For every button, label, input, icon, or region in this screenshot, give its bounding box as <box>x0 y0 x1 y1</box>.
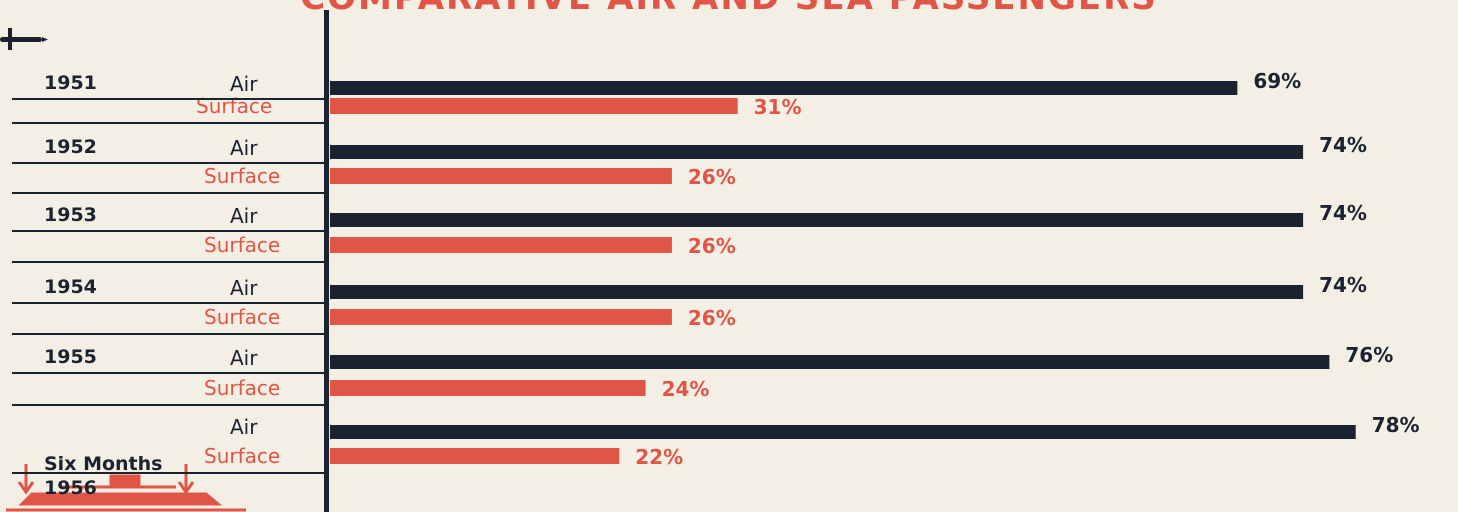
airplane-icon <box>0 28 48 50</box>
air-value-label: 78% <box>1371 413 1420 437</box>
air-bar <box>330 285 1304 299</box>
row-divider <box>12 192 328 194</box>
row-divider <box>12 472 328 474</box>
row-divider <box>12 372 328 374</box>
air-value-label: 76% <box>1345 343 1394 367</box>
chart-title: COMPARATIVE AIR AND SEA PASSENGERS <box>0 0 1458 18</box>
surface-bar <box>330 98 738 114</box>
air-value-label: 74% <box>1319 201 1367 225</box>
series-label-surface: Surface <box>204 233 281 257</box>
series-label-surface: Surface <box>204 444 281 468</box>
surface-value-label: 22% <box>635 445 684 469</box>
ship-icon <box>6 464 246 512</box>
series-label-air: Air <box>230 136 258 160</box>
series-label-air: Air <box>230 72 258 96</box>
category-label: 1954 <box>44 276 97 298</box>
series-label-air: Air <box>230 204 258 228</box>
air-bar <box>330 355 1330 369</box>
surface-bar <box>330 309 672 325</box>
category-label: 1952 <box>44 136 97 158</box>
row-divider <box>12 333 328 335</box>
series-label-surface: Surface <box>204 376 281 400</box>
row-divider <box>12 261 328 263</box>
series-label-surface: Surface <box>204 305 281 329</box>
category-label: 1955 <box>44 346 97 368</box>
row-divider <box>12 122 328 124</box>
series-label-surface: Surface <box>204 164 281 188</box>
surface-value-label: 26% <box>687 234 736 258</box>
row-divider <box>12 230 328 232</box>
air-value-label: 74% <box>1319 273 1367 297</box>
air-bar <box>330 145 1304 159</box>
surface-value-label: 31% <box>753 95 802 119</box>
air-bar <box>330 81 1238 95</box>
air-value-label: 74% <box>1319 133 1367 157</box>
category-label: 1951 <box>44 72 97 94</box>
air-value-label: 69% <box>1253 69 1302 93</box>
surface-value-label: 26% <box>687 165 736 189</box>
row-divider <box>12 404 328 406</box>
series-label-air: Air <box>230 415 258 439</box>
surface-bar <box>330 380 646 396</box>
row-divider <box>12 302 328 304</box>
category-label: 1953 <box>44 204 97 226</box>
air-bar <box>330 213 1304 227</box>
category-label: Six Months 1956 <box>44 453 163 499</box>
air-bar <box>330 425 1356 439</box>
row-divider <box>12 162 328 164</box>
series-label-air: Air <box>230 276 258 300</box>
surface-value-label: 24% <box>661 377 710 401</box>
series-label-air: Air <box>230 346 258 370</box>
surface-value-label: 26% <box>687 306 736 330</box>
surface-bar <box>330 448 620 464</box>
row-divider <box>12 98 328 100</box>
surface-bar <box>330 168 672 184</box>
surface-bar <box>330 237 672 253</box>
